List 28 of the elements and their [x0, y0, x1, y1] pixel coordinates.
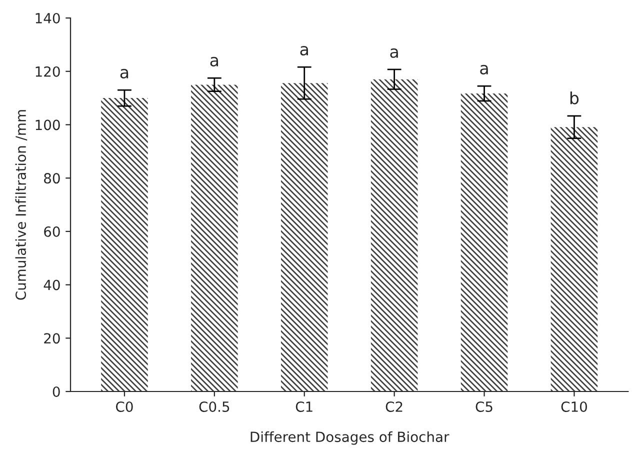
y-axis-title: Cumulative Infiltration /mm — [15, 110, 28, 300]
x-tick-label: C0.5 — [199, 401, 230, 412]
x-tick-label: C2 — [386, 401, 402, 412]
y-tick-label: 100 — [36, 120, 60, 130]
bar — [191, 84, 238, 392]
annotation: a — [210, 56, 218, 66]
y-tick-label: 120 — [36, 66, 60, 77]
x-axis-title: Different Dosages of Biochar — [250, 431, 450, 445]
bar — [280, 83, 328, 392]
annotation: b — [570, 91, 579, 104]
x-tick-label: C5 — [476, 401, 492, 412]
y-tick-label: 20 — [44, 333, 60, 344]
annotation: a — [120, 68, 128, 78]
bar — [550, 127, 598, 392]
y-tick-label: 0 — [52, 386, 60, 397]
y-tick-label: 60 — [44, 226, 60, 237]
x-tick-label: C1 — [296, 401, 312, 412]
x-tick-label: C0 — [116, 401, 133, 412]
bar — [460, 94, 508, 392]
bar — [101, 98, 148, 392]
annotation: a — [390, 48, 398, 58]
y-tick-label: 140 — [36, 12, 60, 24]
y-tick-label: 80 — [44, 173, 60, 184]
annotation: a — [300, 46, 308, 56]
y-tick-label: 40 — [44, 280, 60, 290]
x-tick-label: C10 — [561, 401, 587, 412]
bar — [370, 79, 418, 392]
annotation: a — [480, 64, 488, 74]
